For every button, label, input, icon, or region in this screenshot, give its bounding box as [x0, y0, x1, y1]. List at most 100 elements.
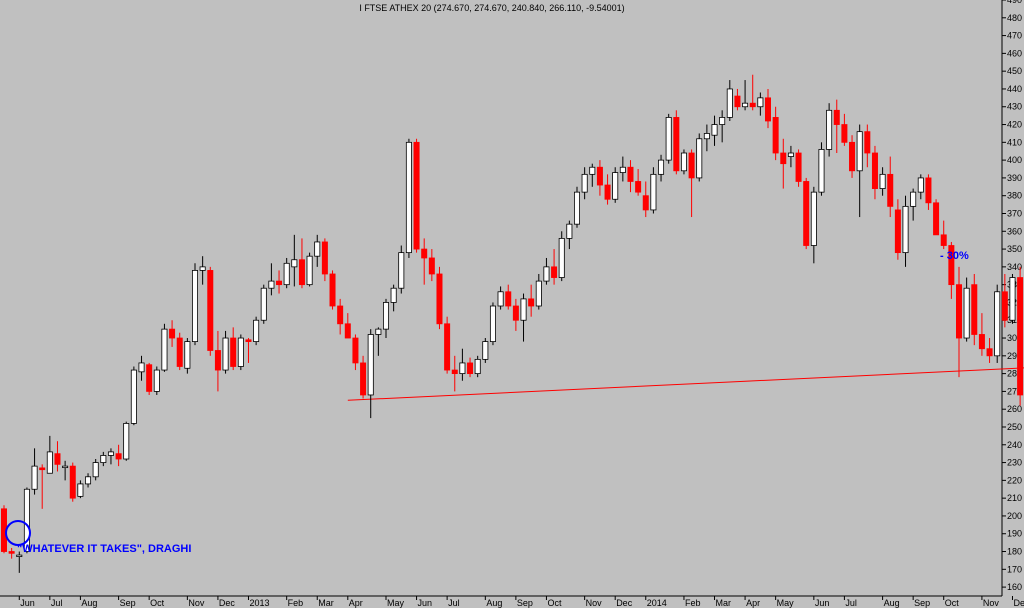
- candle-body-down: [352, 337, 359, 364]
- drop-percent-label: - 30%: [940, 250, 969, 262]
- candle-body-up: [742, 102, 749, 108]
- candle-body-up: [612, 172, 619, 200]
- candle-body-down: [176, 337, 183, 367]
- candle-body-down: [329, 273, 336, 307]
- candle-body-down: [344, 323, 351, 339]
- candle-body-down: [956, 284, 963, 339]
- candle: [321, 238, 328, 282]
- candle: [894, 199, 901, 260]
- candle-body-down: [1017, 277, 1024, 396]
- candle: [627, 160, 634, 193]
- candle-body-up: [910, 191, 917, 207]
- candle-body-up: [589, 166, 596, 175]
- candle-body-up: [650, 173, 657, 211]
- candle-body-up: [382, 302, 389, 330]
- candle-body-down: [986, 348, 993, 357]
- candle: [719, 110, 726, 143]
- candle-body-down: [69, 465, 76, 499]
- candle-body-up: [1009, 277, 1016, 321]
- candle-body-down: [8, 551, 15, 554]
- y-tick-label: 370: [1007, 208, 1022, 218]
- candle-body-up: [474, 358, 481, 375]
- candle: [566, 220, 573, 250]
- y-tick-label: 490: [1007, 0, 1022, 5]
- candle: [1017, 266, 1024, 406]
- candle: [207, 266, 214, 356]
- candle-body-down: [214, 350, 221, 371]
- candle: [673, 110, 680, 175]
- x-tick-label: Sep: [914, 598, 930, 608]
- candle: [176, 332, 183, 371]
- candle-body-down: [635, 181, 642, 193]
- candle-body-up: [31, 465, 38, 490]
- x-tick-label: Dec: [616, 598, 633, 608]
- candle-body-down: [1001, 291, 1008, 321]
- candle-body-down: [360, 362, 367, 396]
- candle: [826, 103, 833, 157]
- candle: [910, 188, 917, 221]
- y-tick-label: 190: [1007, 529, 1022, 539]
- candle-body-up: [405, 141, 412, 254]
- candle-body-up: [902, 205, 909, 254]
- candle-body-down: [887, 173, 894, 207]
- x-tick-label: Jul: [51, 598, 63, 608]
- candle: [62, 460, 69, 481]
- candle: [337, 298, 344, 335]
- candle: [39, 464, 46, 509]
- candle: [535, 273, 542, 310]
- candle-body-up: [489, 305, 496, 342]
- x-tick-label: Mar: [318, 598, 334, 608]
- candle: [360, 355, 367, 399]
- candle: [833, 99, 840, 154]
- candle-body-up: [367, 334, 374, 396]
- candle: [253, 316, 260, 346]
- candle: [818, 142, 825, 196]
- candle: [887, 156, 894, 218]
- candle: [956, 266, 963, 378]
- y-tick-label: 200: [1007, 511, 1022, 521]
- y-tick-label: 170: [1007, 564, 1022, 574]
- candle-body-down: [627, 166, 634, 182]
- candle-body-up: [222, 337, 229, 371]
- candle: [688, 149, 695, 218]
- y-tick-label: 360: [1007, 226, 1022, 236]
- candle-body-down: [551, 266, 558, 278]
- draghi-circle-marker: [5, 520, 31, 546]
- candle: [772, 106, 779, 161]
- candle: [107, 448, 114, 465]
- candle-body-up: [100, 455, 107, 463]
- candle: [444, 316, 451, 374]
- candle: [260, 284, 267, 324]
- candle: [421, 238, 428, 285]
- candle-body-down: [451, 369, 458, 375]
- y-tick-label: 420: [1007, 120, 1022, 130]
- candle-body-down: [54, 453, 61, 465]
- candle-body-down: [833, 109, 840, 125]
- candle: [46, 435, 53, 474]
- candle-body-up: [123, 423, 130, 460]
- candle: [375, 327, 382, 356]
- trendline-layer: [347, 367, 1024, 401]
- candle: [405, 138, 412, 258]
- candle-body-up: [665, 117, 672, 161]
- candle-body-down: [925, 177, 932, 204]
- x-tick-label: Sep: [517, 598, 533, 608]
- candle-body-down: [765, 97, 772, 122]
- candle-body-up: [268, 280, 275, 289]
- y-tick-label: 480: [1007, 13, 1022, 23]
- candle-body-up: [581, 173, 588, 193]
- candle-body-up: [535, 280, 542, 307]
- candle: [474, 355, 481, 378]
- candle-body-down: [772, 117, 779, 154]
- y-tick-label: 400: [1007, 155, 1022, 165]
- candle-body-up: [85, 476, 92, 485]
- candle-body-up: [856, 131, 863, 172]
- candle: [85, 473, 92, 488]
- candle-body-up: [497, 291, 504, 307]
- candle-body-down: [505, 291, 512, 307]
- candle-body-up: [566, 223, 573, 239]
- candle-body-up: [77, 483, 84, 497]
- candle: [742, 80, 749, 111]
- candle-body-up: [482, 341, 489, 360]
